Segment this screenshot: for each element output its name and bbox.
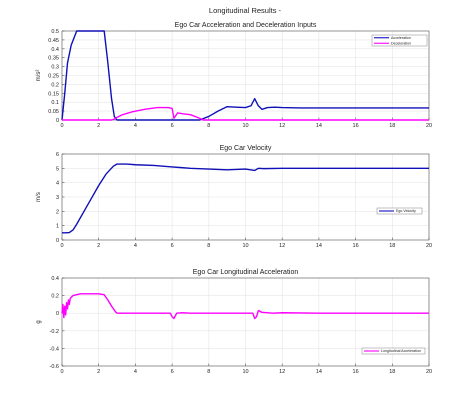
x-tick-label: 8 — [207, 369, 210, 375]
x-tick-label: 2 — [97, 123, 100, 129]
x-tick-label: 18 — [389, 243, 395, 249]
y-tick-label: 0.15 — [48, 91, 59, 97]
chart-3: 0 2 4 6 8 10 12 14 16 18 20 -0.6 -0.4 -0.2 0 0.2 0.4 Ego … — [36, 269, 432, 375]
x-tick-label: 20 — [426, 123, 432, 129]
y-tick-label: 1 — [56, 224, 59, 230]
x-tick-label: 0 — [60, 123, 63, 129]
y-tick-label: 0.2 — [51, 294, 59, 300]
y-tick-label: 0.2 — [51, 82, 59, 88]
y-tick-label: 0.05 — [48, 109, 59, 115]
x-tick-label: 14 — [316, 123, 322, 129]
y-tick-label: 0 — [56, 238, 59, 244]
y-tick-label: 4 — [56, 181, 59, 187]
chart-title: Ego Car Longitudinal Acceleration — [193, 269, 299, 276]
x-tick-label: 0 — [60, 369, 63, 375]
x-tick-label: 10 — [242, 243, 248, 249]
x-tick-label: 4 — [134, 123, 137, 129]
x-tick-label: 6 — [171, 243, 174, 249]
x-tick-label: 12 — [279, 243, 285, 249]
x-tick-label: 6 — [171, 369, 174, 375]
y-tick-label: 0.25 — [48, 74, 59, 80]
y-tick-label: 3 — [56, 195, 59, 201]
y-tick-label: 0 — [56, 311, 59, 317]
x-tick-label: 4 — [134, 243, 137, 249]
y-tick-label: 5 — [56, 166, 59, 172]
y-axis-label: m/s — [36, 192, 42, 202]
x-tick-label: 18 — [389, 123, 395, 129]
legend-box — [361, 347, 426, 355]
y-tick-label: 0.1 — [51, 100, 59, 106]
legend-entry: Acceleration — [391, 36, 411, 40]
chart-1: 0 2 4 6 8 10 12 14 16 18 20 0 0.05 0.1 0.15 0.2 0.25 0.3 0… — [36, 22, 432, 129]
x-tick-label: 16 — [353, 123, 359, 129]
x-tick-label: 6 — [171, 123, 174, 129]
x-tick-label: 10 — [242, 123, 248, 129]
x-tick-label: 12 — [279, 369, 285, 375]
legend-entry: Ego Velocity — [396, 209, 416, 213]
x-tick-label: 14 — [316, 369, 322, 375]
legend-entry: Longitudinal Acceleration — [381, 349, 421, 353]
y-tick-label: 0.4 — [51, 47, 59, 53]
y-tick-label: -0.6 — [50, 364, 59, 370]
y-tick-label: -0.2 — [50, 329, 59, 335]
x-tick-label: 20 — [426, 369, 432, 375]
y-tick-label: 0.4 — [51, 276, 59, 282]
y-tick-label: 0.45 — [48, 38, 59, 44]
x-tick-label: 0 — [60, 243, 63, 249]
x-tick-label: 16 — [353, 243, 359, 249]
chart-title: Ego Car Acceleration and Deceleration In… — [175, 22, 317, 29]
x-tick-label: 8 — [207, 243, 210, 249]
y-axis-label: m/s² — [36, 70, 42, 82]
y-tick-label: -0.4 — [50, 346, 59, 352]
series-line-longitudinal-acceleration — [61, 293, 429, 320]
x-tick-label: 20 — [426, 243, 432, 249]
series-line-deceleration — [62, 106, 429, 121]
x-tick-label: 10 — [242, 369, 248, 375]
y-tick-label: 0.5 — [51, 29, 59, 35]
legend: Ego Velocity — [376, 207, 423, 215]
legend-box — [371, 34, 428, 47]
x-tick-label: 12 — [279, 123, 285, 129]
y-tick-label: 0.35 — [48, 56, 59, 62]
legend-box — [376, 207, 423, 215]
x-tick-label: 4 — [134, 369, 137, 375]
x-tick-label: 8 — [207, 123, 210, 129]
series-line-acceleration — [61, 30, 429, 121]
y-tick-label: 0.3 — [51, 65, 59, 71]
x-tick-label: 14 — [316, 243, 322, 249]
figure-title: Longitudinal Results - — [209, 6, 282, 15]
y-tick-label: 6 — [56, 152, 59, 158]
x-tick-label: 2 — [97, 369, 100, 375]
x-tick-label: 16 — [353, 369, 359, 375]
y-axis-label: g — [36, 320, 42, 323]
chart-title: Ego Car Velocity — [220, 145, 272, 152]
x-tick-label: 2 — [97, 243, 100, 249]
legend: Longitudinal Acceleration — [361, 347, 426, 355]
x-tick-label: 18 — [389, 369, 395, 375]
series-line-ego-velocity — [62, 163, 429, 234]
y-tick-label: 0 — [56, 118, 59, 124]
y-tick-label: 2 — [56, 209, 59, 215]
legend-entry: Deceleration — [391, 41, 411, 45]
